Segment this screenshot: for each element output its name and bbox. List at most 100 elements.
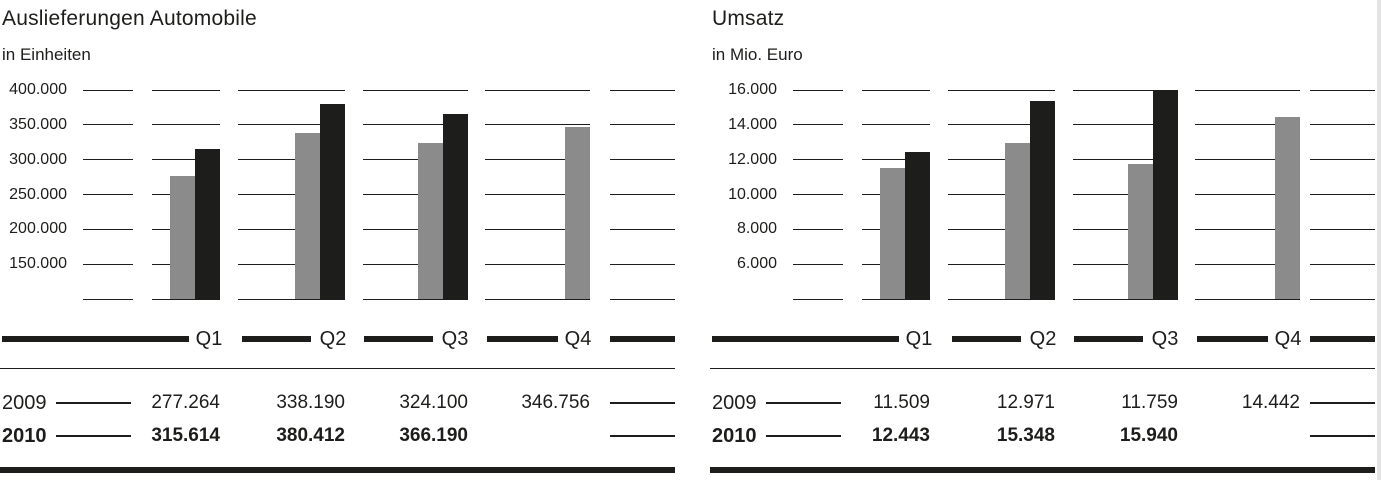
gridline-segment [793, 228, 843, 230]
gridline-segment [152, 298, 220, 300]
value-2010-q3: 15.940 [1119, 425, 1178, 446]
quarter-label-q4: Q4 [1274, 328, 1302, 350]
gridline-segment [83, 89, 133, 91]
table-divider-rule [0, 368, 675, 369]
y-axis-tick-label: 200.000 [9, 220, 67, 238]
bar-2009-q1 [880, 168, 905, 299]
gridline-segment [1310, 124, 1375, 126]
y-axis-tick-label: 400.000 [9, 81, 67, 98]
gridline-segment [948, 263, 1055, 265]
gridline-segment [1310, 298, 1375, 300]
row-trailing-line [610, 402, 675, 404]
gridline-segment [363, 194, 468, 195]
chart-bottom-rule [0, 467, 675, 473]
y-axis-tick-label: 8.000 [736, 220, 777, 238]
quarter-label-q2: Q2 [319, 328, 347, 350]
chart-title: Umsatz [712, 7, 785, 30]
bar-2009-q3 [1128, 163, 1153, 299]
year-leader-line [766, 402, 841, 404]
gridline-segment [83, 228, 133, 230]
y-axis-tick-label: 12.000 [728, 150, 777, 168]
gridline-segment [83, 159, 133, 161]
gridline-segment [1195, 298, 1300, 300]
gridline-segment [862, 159, 930, 161]
value-2009-q3: 324.100 [399, 392, 468, 413]
gridline-segment [238, 124, 345, 126]
y-axis-tick-label: 16.000 [728, 81, 777, 98]
quarter-label-q3: Q3 [1151, 328, 1179, 350]
gridline-segment [1073, 159, 1178, 161]
value-2009-q1: 11.509 [873, 392, 930, 413]
gridline-segment [152, 159, 220, 161]
gridline-segment [610, 263, 675, 265]
gridline-segment [83, 298, 133, 300]
quarter-axis-segment [487, 336, 558, 342]
quarter-axis-segment [1197, 336, 1268, 342]
value-2009-q1: 277.264 [151, 392, 220, 413]
gridline-segment [363, 298, 468, 300]
gridline-segment [485, 159, 590, 161]
gridline-segment [948, 194, 1055, 195]
gridline-segment [1195, 263, 1300, 265]
y-axis-tick-label: 250.000 [9, 185, 67, 203]
quarter-axis-segment [712, 336, 899, 342]
gridline-segment [238, 298, 345, 300]
chart-bottom-rule [710, 467, 1375, 473]
bar-2010-q1 [905, 151, 930, 299]
gridline-segment [485, 124, 590, 126]
value-2010-q1: 12.443 [871, 425, 930, 446]
y-axis-tick-label: 150.000 [9, 255, 67, 273]
scan-edge-artifact [1377, 0, 1381, 480]
year-label-2009: 2009 [712, 392, 757, 414]
year-leader-line [56, 402, 131, 404]
gridline-segment [152, 89, 220, 91]
gridline-segment [793, 159, 843, 161]
bar-2010-q3 [443, 113, 468, 299]
year-label-2010: 2010 [712, 425, 757, 447]
gridline-segment [862, 298, 930, 300]
quarter-label-q4: Q4 [564, 328, 592, 350]
quarter-axis-segment [2, 336, 189, 342]
gridline-segment [363, 228, 468, 230]
y-axis-tick-label: 10.000 [728, 185, 777, 203]
gridline-segment [363, 124, 468, 126]
gridline-segment [485, 228, 590, 230]
bar-2009-q4 [1275, 117, 1300, 299]
chart-revenue: Umsatz in Mio. Euro 16.000 14.000 12.000 10… [710, 0, 1381, 480]
gridline-segment [793, 194, 843, 195]
year-leader-line [56, 435, 131, 437]
y-axis-tick-label: 300.000 [9, 150, 67, 168]
value-2010-q2: 15.348 [996, 425, 1055, 446]
gridline-segment [948, 159, 1055, 161]
gridline-segment [1310, 194, 1375, 195]
quarter-label-q2: Q2 [1029, 328, 1057, 350]
gridline-segment [610, 194, 675, 195]
gridline-segment [83, 194, 133, 195]
gridline-segment [610, 298, 675, 300]
quarter-axis-segment [1074, 336, 1143, 342]
gridline-segment [948, 228, 1055, 230]
row-trailing-line [1310, 435, 1375, 437]
gridline-segment [1195, 194, 1300, 195]
gridline-segment [1310, 159, 1375, 161]
y-axis-tick-label: 6.000 [736, 255, 777, 273]
gridline-segment [1195, 159, 1300, 161]
gridline-segment [363, 89, 468, 91]
gridline-segment [238, 194, 345, 195]
chart-unit-label: in Mio. Euro [712, 45, 803, 64]
gridline-segment [238, 89, 345, 91]
value-2009-q2: 12.971 [996, 392, 1055, 413]
gridline-segment [610, 124, 675, 126]
gridline-segment [793, 89, 843, 91]
gridline-segment [1195, 124, 1300, 126]
bar-2009-q1 [170, 175, 195, 299]
value-2010-q2: 380.412 [276, 425, 345, 446]
gridline-segment [1310, 228, 1375, 230]
gridline-segment [363, 263, 468, 265]
bar-2009-q2 [1005, 142, 1030, 299]
bar-2010-q2 [1030, 101, 1055, 299]
value-2010-q1: 315.614 [151, 425, 220, 446]
quarter-axis-segment [952, 336, 1021, 342]
row-trailing-line [1310, 402, 1375, 404]
